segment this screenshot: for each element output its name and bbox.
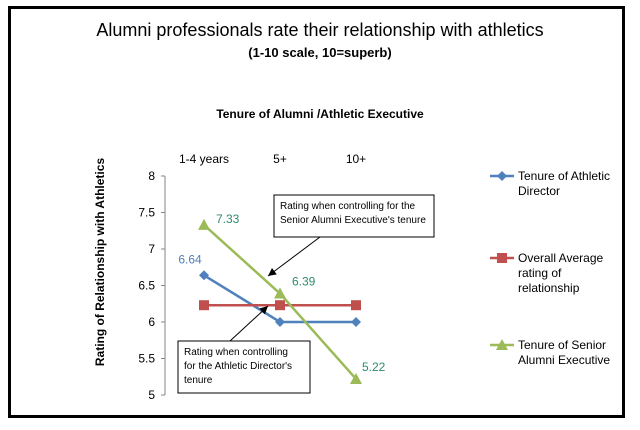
y-tick-label: 5.5 xyxy=(138,352,155,366)
x-tick-label: 5+ xyxy=(273,152,287,166)
legend-marker xyxy=(497,171,507,181)
annotation-box xyxy=(177,340,311,394)
annotation-text: Rating when controlling for the xyxy=(280,201,416,212)
y-tick-label: 7 xyxy=(148,242,155,256)
annotation-arrowhead xyxy=(259,306,268,315)
y-tick-label: 6 xyxy=(148,315,155,329)
data-point-diamond xyxy=(275,317,285,327)
data-point-square xyxy=(275,300,285,311)
data-label: 5.22 xyxy=(362,360,386,374)
y-tick-label: 8 xyxy=(148,169,155,183)
y-tick-label: 5 xyxy=(148,388,155,402)
x-tick-label: 1-4 years xyxy=(179,152,229,166)
legend-entry: Director xyxy=(518,184,560,198)
y-tick-label: 6.5 xyxy=(138,279,155,293)
chart-title: Alumni professionals rate their relation… xyxy=(96,20,544,40)
y-axis-title: Rating of Relationship with Athletics xyxy=(93,158,107,367)
data-point-diamond xyxy=(199,270,209,281)
annotation-text: Rating when controlling xyxy=(184,347,288,358)
legend-entry: Tenure of Senior xyxy=(518,338,606,352)
legend-marker xyxy=(496,339,508,350)
x-tick-label: 10+ xyxy=(346,152,366,166)
data-point-triangle xyxy=(198,218,210,230)
annotation-arrow xyxy=(267,236,321,277)
series-line xyxy=(203,274,356,324)
legend-entry: Tenure of Athletic xyxy=(518,169,610,183)
annotation-text: tenure xyxy=(184,375,213,386)
annotation-arrowhead xyxy=(268,268,277,276)
data-label: 7.33 xyxy=(216,212,240,226)
legend-marker xyxy=(497,253,507,263)
data-label: 6.39 xyxy=(292,275,316,289)
legend-entry: relationship xyxy=(518,281,580,295)
data-point-triangle xyxy=(350,372,362,384)
data-point-square xyxy=(199,300,209,311)
annotation-text: Senior Alumni Executive's tenure xyxy=(280,215,426,226)
legend-entry: Alumni Executive xyxy=(518,353,610,367)
annotation-arrow xyxy=(229,305,269,342)
chart-subtitle: (1-10 scale, 10=superb) xyxy=(248,45,392,60)
annotation-box xyxy=(273,194,435,238)
annotation-text: for the Athletic Director's xyxy=(184,361,292,372)
x-axis-title: Tenure of Alumni /Athletic Executive xyxy=(216,107,424,121)
y-tick-label: 7.5 xyxy=(138,206,155,220)
data-point-triangle xyxy=(274,287,286,299)
data-label: 6.64 xyxy=(178,252,202,266)
data-point-square xyxy=(351,300,361,311)
data-point-diamond xyxy=(351,317,361,327)
legend-entry: Overall Average xyxy=(518,251,603,265)
legend-entry: rating of xyxy=(518,266,562,280)
